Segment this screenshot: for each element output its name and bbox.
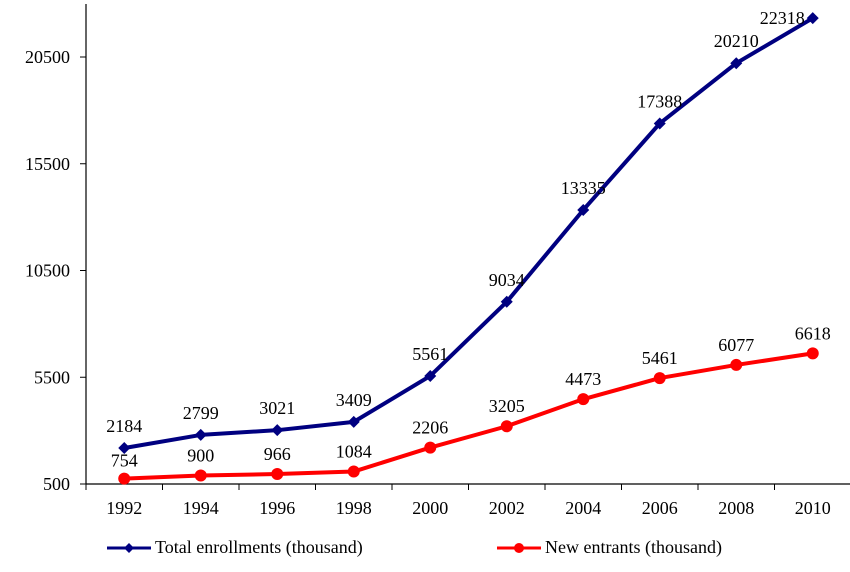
data-point-total-enrollments <box>730 57 743 70</box>
data-point-new-entrants <box>424 441 437 454</box>
y-tick-label: 10500 <box>25 261 70 281</box>
diamond-marker-icon <box>107 542 151 553</box>
y-tick-label: 5500 <box>34 367 70 387</box>
data-label-new-entrants: 754 <box>111 451 138 471</box>
data-point-new-entrants <box>500 420 513 433</box>
legend-item-total-enrollments: Total enrollments (thousand) <box>107 537 363 558</box>
data-label-new-entrants: 900 <box>187 445 214 465</box>
legend-label-total-enrollments: Total enrollments (thousand) <box>155 537 363 557</box>
axes: 500 5500 10500 15500 20500 1992 1994 1996 1998 20… <box>25 4 850 518</box>
data-label-total-enrollments: 3409 <box>336 390 372 410</box>
x-tick-label: 2008 <box>718 498 754 518</box>
legend-item-new-entrants: New entrants (thousand) <box>497 537 722 558</box>
data-label-total-enrollments: 2184 <box>106 416 142 436</box>
x-tick-label: 1998 <box>336 498 372 518</box>
x-tick-label: 1996 <box>259 498 295 518</box>
legend-label-new-entrants: New entrants (thousand) <box>545 537 722 557</box>
x-tick-label: 2000 <box>412 498 448 518</box>
y-tick-label: 15500 <box>25 154 70 174</box>
data-point-total-enrollments <box>424 369 437 382</box>
circle-marker-icon <box>497 542 541 553</box>
x-tick-label: 1992 <box>106 498 142 518</box>
x-tick-label: 2002 <box>489 498 525 518</box>
data-label-new-entrants: 2206 <box>412 418 448 438</box>
x-tick-label: 2004 <box>565 498 601 518</box>
data-point-total-enrollments <box>500 295 513 308</box>
y-tick-label: 20500 <box>25 47 70 67</box>
data-label-new-entrants: 966 <box>264 444 291 464</box>
legend: Total enrollments (thousand) New entrant… <box>0 537 850 565</box>
data-point-new-entrants <box>118 472 131 485</box>
data-point-new-entrants <box>577 393 590 406</box>
data-point-new-entrants <box>347 465 360 478</box>
data-label-new-entrants: 6077 <box>718 335 754 355</box>
data-point-total-enrollments <box>118 442 131 455</box>
series-line-new-entrants <box>124 351 814 481</box>
data-point-new-entrants <box>653 372 666 385</box>
data-point-new-entrants <box>730 358 743 371</box>
data-label-total-enrollments: 22318 <box>760 8 805 28</box>
data-label-total-enrollments: 2799 <box>183 403 219 423</box>
data-label-total-enrollments: 3021 <box>259 398 295 418</box>
line-chart: 500 5500 10500 15500 20500 1992 1994 1996 1998 20… <box>25 4 850 518</box>
data-point-total-enrollments <box>577 203 590 216</box>
series-line-total-enrollments <box>123 16 814 451</box>
data-point-total-enrollments <box>271 424 284 437</box>
data-label-total-enrollments: 9034 <box>489 270 525 290</box>
x-tick-label: 1994 <box>183 498 219 518</box>
series-layer <box>118 12 819 485</box>
x-tick-label: 2006 <box>642 498 678 518</box>
data-label-total-enrollments: 17388 <box>637 91 682 111</box>
data-point-new-entrants <box>271 468 284 481</box>
data-point-total-enrollments <box>347 415 360 428</box>
x-tick-label: 2010 <box>795 498 831 518</box>
data-point-total-enrollments <box>194 428 207 441</box>
y-tick-label: 500 <box>43 474 70 494</box>
data-label-new-entrants: 1084 <box>336 442 372 462</box>
data-point-new-entrants <box>806 347 819 360</box>
data-label-new-entrants: 3205 <box>489 396 525 416</box>
data-label-total-enrollments: 13335 <box>561 178 606 198</box>
data-label-new-entrants: 5461 <box>642 348 678 368</box>
data-label-total-enrollments: 5561 <box>412 344 448 364</box>
data-point-total-enrollments <box>653 117 666 130</box>
data-label-total-enrollments: 20210 <box>714 31 759 51</box>
data-point-total-enrollments <box>806 12 819 25</box>
data-point-new-entrants <box>194 469 207 482</box>
data-label-new-entrants: 6618 <box>795 323 831 343</box>
data-label-new-entrants: 4473 <box>565 369 601 389</box>
